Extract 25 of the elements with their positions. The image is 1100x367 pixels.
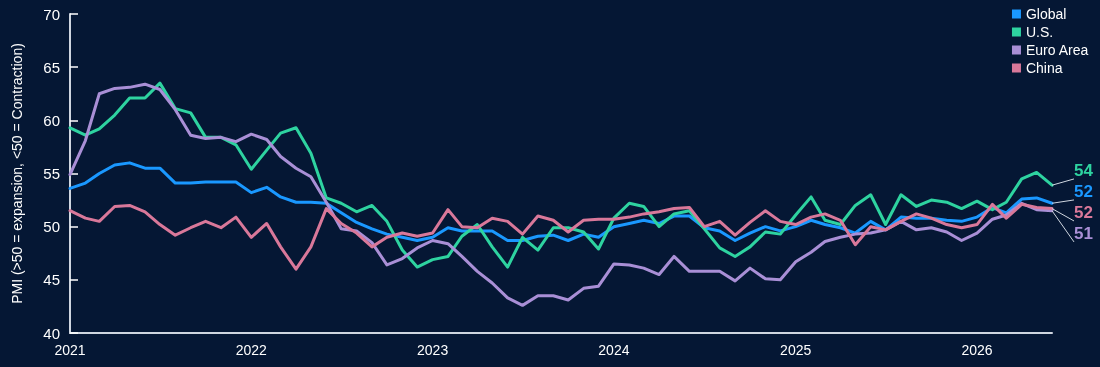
- legend-label: Euro Area: [1025, 42, 1089, 58]
- legend-label: U.S.: [1025, 24, 1054, 40]
- y-tick-label: 65: [43, 58, 60, 76]
- y-tick-label: 60: [43, 111, 60, 129]
- y-tick-label: 40: [43, 324, 60, 342]
- data-label: 51: [1074, 223, 1093, 243]
- data-label: 52: [1074, 181, 1093, 201]
- x-tick-label: 2025: [780, 342, 812, 358]
- x-tick-label: 2024: [598, 342, 630, 358]
- y-axis-title: PMI (>50 = expansion, <50 = Contraction): [9, 43, 25, 304]
- data-label: 52: [1074, 202, 1093, 222]
- y-tick-label: 70: [43, 5, 60, 23]
- y-tick-label: 50: [43, 218, 60, 236]
- x-tick-label: 2022: [235, 342, 268, 358]
- x-tick-label: 2026: [961, 342, 993, 358]
- y-tick-label: 55: [43, 165, 60, 182]
- line-series: [68, 82, 1054, 307]
- y-tick-label: 45: [43, 271, 60, 289]
- legend-label: China: [1025, 60, 1063, 76]
- line-series: [68, 202, 1054, 271]
- data-label: 54: [1074, 160, 1094, 180]
- x-tick-label: 2023: [417, 342, 449, 358]
- x-tick-label: 2021: [54, 342, 86, 358]
- legend-label: Global: [1025, 6, 1067, 22]
- line-series: [68, 81, 1054, 269]
